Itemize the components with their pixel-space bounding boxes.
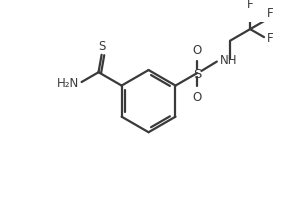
Text: O: O [192, 91, 202, 103]
Text: O: O [192, 44, 202, 57]
Text: H₂N: H₂N [57, 76, 79, 89]
Text: S: S [193, 67, 201, 80]
Text: NH: NH [219, 54, 237, 67]
Text: F: F [267, 7, 273, 20]
Text: F: F [247, 0, 253, 11]
Text: F: F [267, 32, 273, 44]
Text: S: S [98, 39, 105, 52]
